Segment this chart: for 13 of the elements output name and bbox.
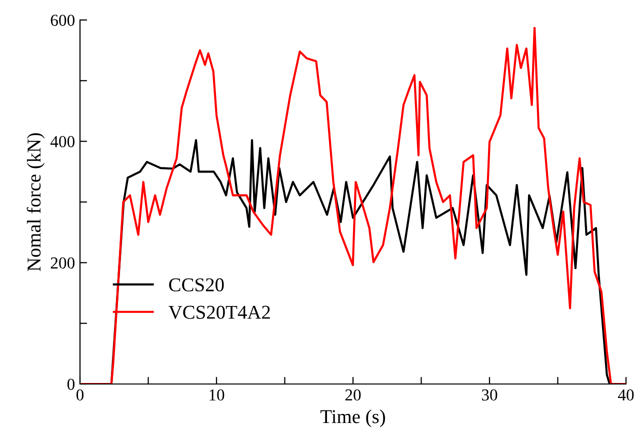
x-tick-label: 10 [210, 389, 224, 401]
y-tick-label: 200 [50, 257, 75, 269]
legend-label: CCS20 [169, 278, 224, 292]
x-tick-label: 40 [618, 389, 634, 401]
y-axis-title: Nomal force (kN) [26, 133, 45, 272]
y-tick-label: 400 [50, 136, 75, 148]
y-tick-label: 600 [50, 14, 75, 26]
x-tick-label: 20 [345, 389, 361, 401]
legend-label: VCS20T4A2 [168, 306, 270, 319]
y-tick-label: 0 [67, 378, 75, 390]
x-tick-label: 30 [482, 389, 498, 401]
x-tick-label: 0 [76, 389, 84, 401]
x-axis-title: Time (s) [320, 410, 386, 428]
